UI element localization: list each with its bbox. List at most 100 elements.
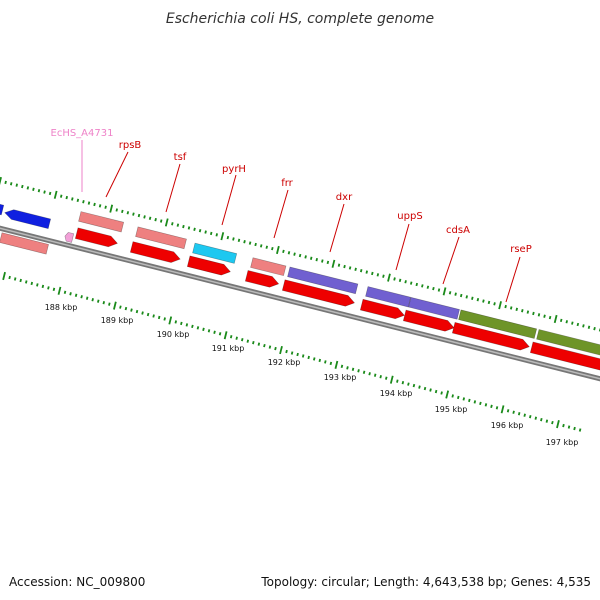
tick-mark (124, 306, 128, 311)
tick-mark (421, 284, 424, 288)
tick-mark (309, 256, 313, 260)
tick-mark (512, 410, 515, 414)
tick-mark (429, 388, 432, 392)
tick-mark (0, 176, 2, 186)
tick-mark (506, 409, 510, 413)
tick-mark (371, 271, 374, 276)
tick-mark (412, 383, 416, 388)
tick-mark (593, 326, 596, 331)
tick-mark (517, 412, 521, 416)
tick-mark (437, 288, 441, 292)
tick-mark (53, 190, 58, 199)
tick-mark (340, 364, 344, 369)
tick-mark (52, 287, 56, 292)
tick-mark (2, 271, 6, 281)
tick-mark (254, 242, 257, 247)
tick-mark (348, 266, 352, 270)
label-leaders (81, 140, 521, 303)
tick-mark (19, 278, 22, 283)
tick-mark (215, 233, 219, 237)
gene-label-dxr: dxr (336, 192, 353, 203)
tick-mark (252, 340, 255, 345)
backbone (0, 225, 600, 382)
tick-mark (265, 245, 269, 249)
tick-mark (218, 332, 222, 336)
tick-mark (442, 287, 447, 296)
leader-frr (273, 189, 289, 239)
tick-mark (8, 275, 11, 280)
cds-next (529, 341, 600, 371)
gene-pink-lower (0, 232, 49, 255)
tick-mark (337, 263, 341, 267)
tick-mark (318, 358, 322, 363)
leader-cdsa (442, 236, 460, 285)
leader-dxr (329, 203, 345, 253)
tick-mark (423, 386, 427, 391)
genome-summary-text: Topology: circular; Length: 4,643,538 bp… (260, 575, 591, 589)
gene-tsf-outer (135, 226, 187, 250)
tick-mark (108, 302, 111, 306)
tick-mark (573, 426, 576, 431)
tick-mark (47, 286, 50, 290)
tick-mark (43, 190, 46, 194)
tick-mark (137, 213, 141, 218)
tick-mark (562, 423, 565, 428)
tick-mark (523, 413, 526, 417)
tick-mark (551, 420, 554, 425)
tick-mark (152, 314, 155, 318)
tick-mark (174, 320, 178, 324)
tick-mark (576, 322, 580, 327)
tick-mark (484, 403, 488, 407)
tick-mark (389, 375, 394, 384)
tick-mark (368, 372, 371, 376)
tick-mark (468, 398, 471, 403)
tick-mark (331, 259, 336, 268)
tick-mark (354, 267, 357, 271)
tick-mark (448, 291, 452, 295)
tick-mark (30, 281, 34, 286)
tick-mark (465, 295, 469, 299)
tick-mark (115, 208, 119, 212)
tick-mark (379, 375, 382, 379)
tick-mark (301, 354, 305, 358)
tick-mark (404, 280, 407, 284)
tick-mark (454, 292, 457, 296)
tick-mark (490, 404, 493, 409)
cds-dxr (281, 279, 355, 307)
tick-mark (126, 211, 130, 215)
tick-mark (293, 252, 296, 256)
tick-mark (121, 209, 124, 214)
gene-label-upps: uppS (397, 211, 422, 222)
tick-mark (457, 395, 460, 400)
tick-mark (243, 240, 246, 244)
tick-mark (598, 328, 600, 332)
tick-ruler-lower (2, 271, 582, 432)
tick-mark (285, 349, 288, 354)
tick-mark (168, 316, 173, 325)
tick-mark (185, 323, 189, 327)
tick-mark (540, 417, 543, 422)
tick-label-192: 192 kbp (268, 358, 301, 367)
gene-pink-tiny (64, 232, 75, 243)
tick-mark (553, 314, 558, 324)
tick-mark (409, 281, 413, 285)
tick-mark (451, 394, 454, 398)
tick-mark (235, 336, 238, 340)
tick-label-189: 189 kbp (101, 316, 134, 325)
tick-mark (229, 335, 233, 339)
tick-mark (445, 390, 450, 399)
map-title: Escherichia coli HS, complete genome (166, 11, 434, 27)
tick-mark (418, 385, 421, 389)
gene-rpsb-outer (78, 211, 125, 233)
tick-mark (473, 400, 477, 404)
tick-mark (98, 204, 102, 208)
tick-mark (207, 329, 211, 333)
tick-mark (440, 391, 443, 395)
tick-mark (493, 302, 496, 306)
tick-mark (509, 306, 513, 310)
tick-mark (279, 345, 283, 355)
leader-tsf (165, 163, 181, 213)
gene-blue-partial (4, 209, 51, 230)
tick-mark (25, 280, 28, 284)
tick-mark (504, 304, 507, 309)
